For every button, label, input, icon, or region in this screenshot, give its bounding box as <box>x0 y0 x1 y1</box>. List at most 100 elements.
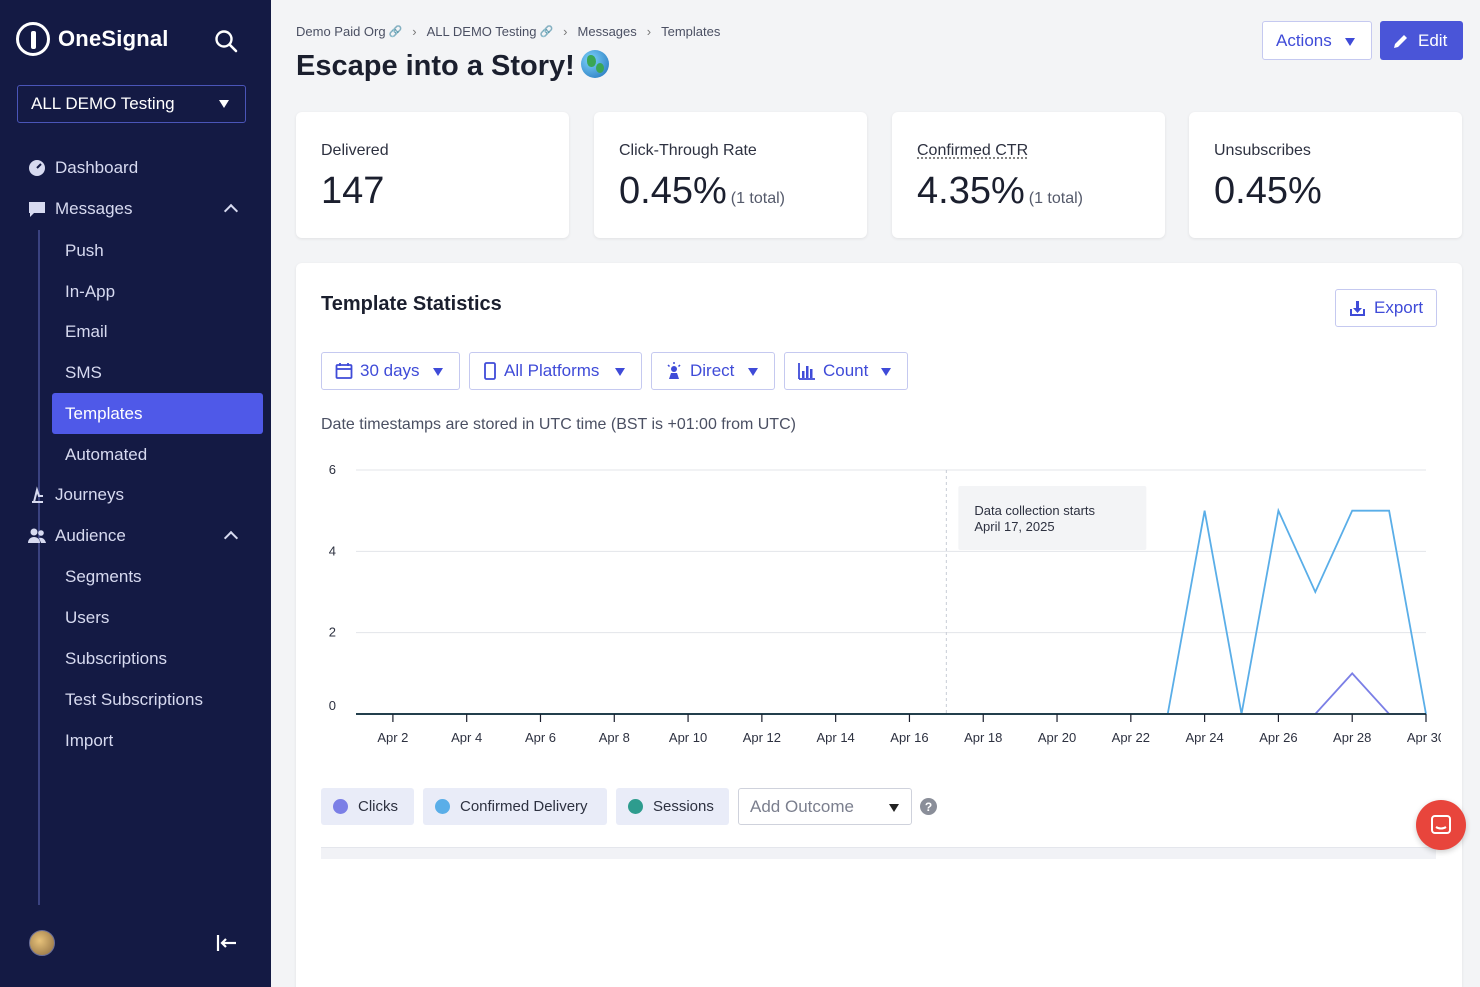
stats-table-header <box>321 847 1436 859</box>
metric-filter[interactable]: Count <box>784 352 908 390</box>
add-outcome-select[interactable]: Add Outcome <box>738 788 912 825</box>
sidebar-item-subscriptions[interactable]: Subscriptions <box>65 648 168 668</box>
x-tick-label: Apr 24 <box>1185 730 1223 745</box>
sidebar-item-import[interactable]: Import <box>65 730 114 750</box>
edit-button[interactable]: Edit <box>1380 21 1463 60</box>
x-tick-label: Apr 10 <box>669 730 707 745</box>
stat-number: 147 <box>321 170 385 212</box>
sidebar: OneSignal ALL DEMO Testing Dashboard Mes… <box>0 0 271 987</box>
x-tick-label: Apr 30 <box>1407 730 1441 745</box>
filter-label: Count <box>823 361 869 380</box>
stat-card-confirmed-ctr: Confirmed CTR 4.35% (1 total) <box>892 112 1165 238</box>
message-icon <box>28 200 46 218</box>
caret-down-icon <box>881 368 891 376</box>
sidebar-item-audience[interactable]: Audience <box>28 516 258 556</box>
x-tick-label: Apr 16 <box>890 730 928 745</box>
legend-sessions[interactable]: Sessions <box>616 788 729 825</box>
chat-support-icon[interactable] <box>1416 800 1466 850</box>
source-filter[interactable]: Direct <box>651 352 775 390</box>
clicks-color-dot <box>333 799 348 814</box>
sidebar-item-push[interactable]: Push <box>65 240 104 260</box>
stat-value: 147 <box>321 170 384 213</box>
globe-icon <box>580 50 609 78</box>
stat-number: 0.45% <box>619 170 727 212</box>
stat-number: 4.35% <box>917 170 1025 212</box>
sessions-color-dot <box>628 799 643 814</box>
caret-down-icon <box>219 100 229 108</box>
legend-clicks[interactable]: Clicks <box>321 788 414 825</box>
direct-icon <box>667 362 681 379</box>
x-tick-label: Apr 20 <box>1038 730 1076 745</box>
help-icon[interactable]: ? <box>920 798 937 815</box>
x-tick-label: Apr 26 <box>1259 730 1297 745</box>
platform-filter[interactable]: All Platforms <box>469 352 642 390</box>
stat-label: Delivered <box>321 142 389 159</box>
y-tick-label: 0 <box>329 698 336 713</box>
sidebar-item-users[interactable]: Users <box>65 607 110 627</box>
x-tick-label: Apr 28 <box>1333 730 1371 745</box>
y-tick-label: 6 <box>329 462 336 477</box>
sidebar-item-automated[interactable]: Automated <box>65 444 148 464</box>
breadcrumb-messages[interactable]: Messages <box>577 24 637 39</box>
date-range-filter[interactable]: 30 days <box>321 352 460 390</box>
download-icon <box>1350 300 1365 316</box>
sidebar-item-test-subscriptions[interactable]: Test Subscriptions <box>65 689 203 709</box>
users-icon <box>28 527 46 545</box>
x-tick-label: Apr 4 <box>451 730 482 745</box>
x-tick-label: Apr 12 <box>743 730 781 745</box>
stat-subtext: (1 total) <box>1028 190 1083 207</box>
caret-down-icon <box>615 368 625 376</box>
sidebar-item-segments[interactable]: Segments <box>65 566 142 586</box>
collapse-sidebar-icon[interactable] <box>214 931 238 955</box>
y-tick-label: 2 <box>329 625 336 640</box>
x-tick-label: Apr 22 <box>1112 730 1150 745</box>
sidebar-item-label: Journeys <box>55 485 124 504</box>
annotation-line-1: Data collection starts <box>974 503 1095 518</box>
y-tick-label: 4 <box>329 543 336 558</box>
series-line <box>356 507 1427 715</box>
breadcrumb-org[interactable]: Demo Paid Org <box>296 24 386 39</box>
mobile-icon <box>484 362 496 380</box>
nav-divider <box>38 557 40 905</box>
template-statistics-panel: Template Statistics Export 30 days All P… <box>296 263 1462 987</box>
journeys-icon <box>28 486 46 504</box>
sidebar-item-label: Audience <box>55 526 126 545</box>
search-icon[interactable] <box>213 28 239 54</box>
x-tick-label: Apr 8 <box>599 730 630 745</box>
timezone-note: Date timestamps are stored in UTC time (… <box>321 416 796 433</box>
chevron-up-icon[interactable] <box>223 530 239 546</box>
sidebar-item-templates[interactable]: Templates <box>52 393 263 434</box>
sidebar-item-journeys[interactable]: Journeys <box>28 475 124 515</box>
export-label: Export <box>1374 298 1424 317</box>
stat-label-tooltip[interactable]: Confirmed CTR <box>917 142 1029 159</box>
caret-down-icon <box>1345 38 1355 46</box>
sidebar-item-label: Dashboard <box>55 158 139 177</box>
org-selector-label: ALL DEMO Testing <box>31 94 175 113</box>
sidebar-item-in-app[interactable]: In-App <box>65 281 116 301</box>
stat-value: 0.45% <box>1214 170 1322 213</box>
breadcrumb-app[interactable]: ALL DEMO Testing <box>426 24 537 39</box>
series-line <box>356 671 1426 715</box>
org-selector[interactable]: ALL DEMO Testing <box>17 85 246 123</box>
sidebar-item-sms[interactable]: SMS <box>65 362 102 382</box>
sidebar-item-email[interactable]: Email <box>65 321 108 341</box>
x-tick-label: Apr 18 <box>964 730 1002 745</box>
logo-text: OneSignal <box>58 26 169 51</box>
caret-down-icon <box>748 368 758 376</box>
legend-confirmed-delivery[interactable]: Confirmed Delivery <box>423 788 607 825</box>
calendar-icon <box>335 363 353 379</box>
chevron-up-icon[interactable] <box>223 203 239 219</box>
legend-label: Clicks <box>358 798 398 815</box>
avatar[interactable] <box>29 930 55 956</box>
filter-label: 30 days <box>360 361 420 380</box>
onesignal-logo[interactable]: OneSignal <box>16 22 169 56</box>
link-icon: 🔗 <box>539 26 554 38</box>
main-content: Demo Paid Org 🔗 › ALL DEMO Testing 🔗 › Mes… <box>271 0 1480 987</box>
page-title-text: Escape into a Story! <box>296 50 575 82</box>
actions-button[interactable]: Actions <box>1262 21 1372 60</box>
annotation-box <box>958 486 1147 550</box>
sidebar-item-messages[interactable]: Messages <box>28 189 258 229</box>
export-button[interactable]: Export <box>1335 289 1437 327</box>
sidebar-item-dashboard[interactable]: Dashboard <box>28 148 138 188</box>
link-icon: 🔗 <box>388 26 403 38</box>
